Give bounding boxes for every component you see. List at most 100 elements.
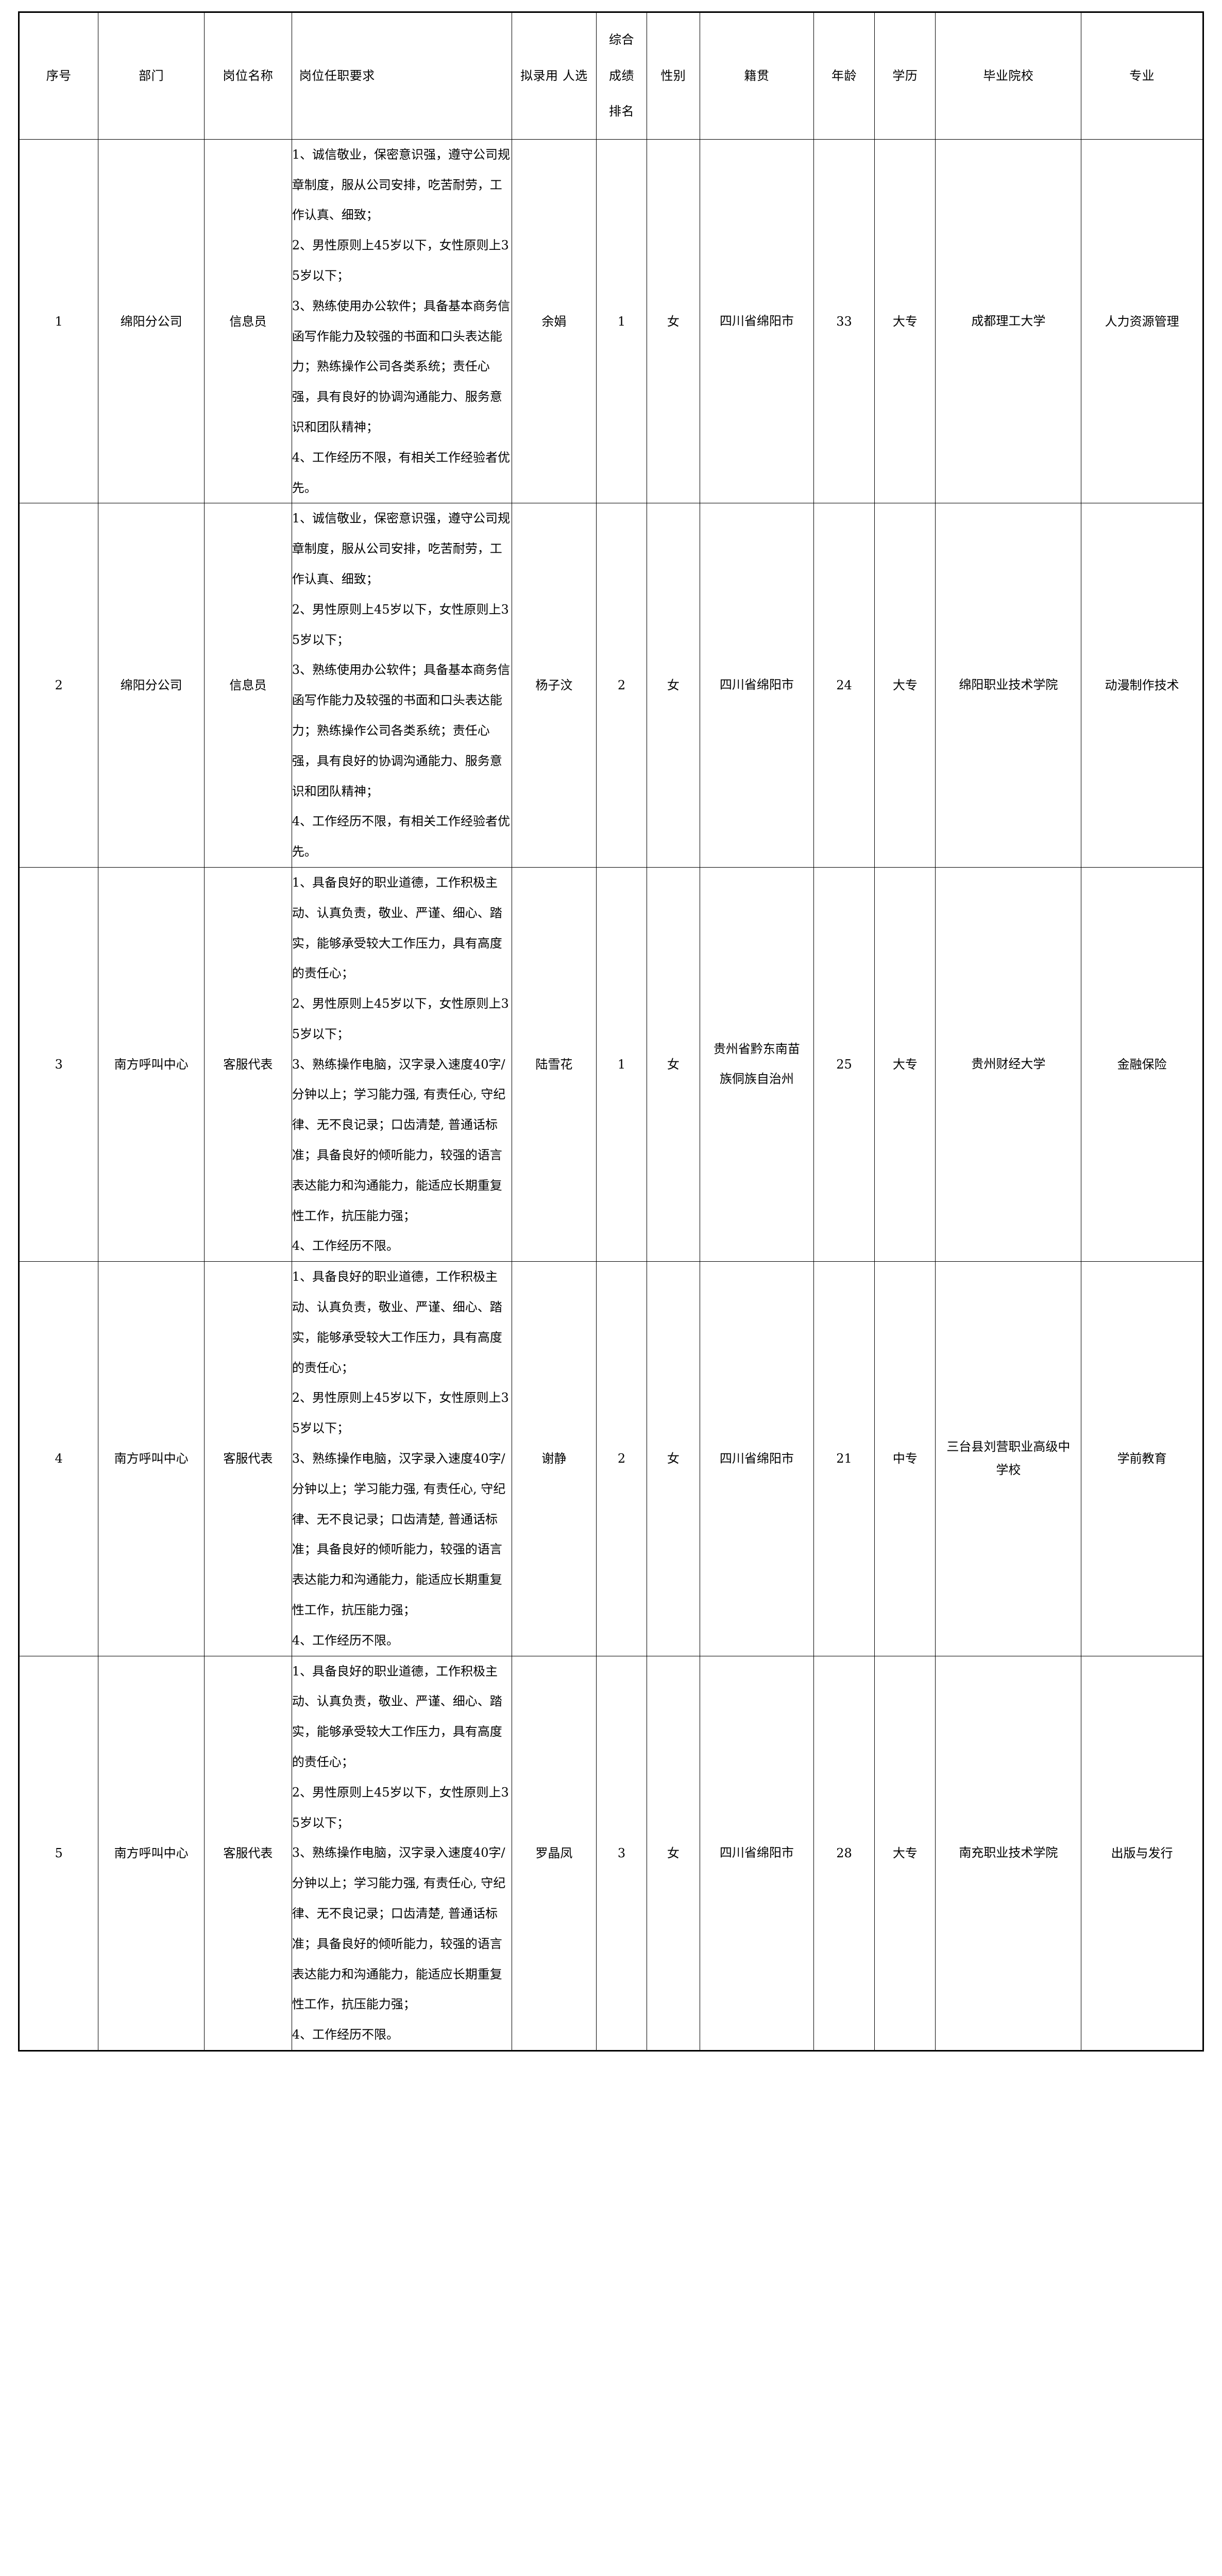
row-native-place: 贵州省黔东南苗族侗族自治州 <box>699 867 814 1262</box>
requirement-line: 4、工作经历不限。 <box>292 2027 399 2042</box>
row-education: 大专 <box>874 867 936 1262</box>
column-header-candidate: 拟录用 人选 <box>511 12 597 140</box>
requirement-line: 1、诚信敬业，保密意识强，遵守公司规章制度，服从公司安排，吃苦耐劳，工作认真、细… <box>292 511 510 586</box>
requirement-line: 4、工作经历不限。 <box>292 1633 399 1648</box>
requirement-line: 2、男性原则上45岁以下，女性原则上35岁以下； <box>292 996 509 1041</box>
column-header-post: 岗位名称 <box>204 12 292 140</box>
requirement-line: 1、具备良好的职业道德，工作积极主动、认真负责，敬业、严谨、细心、踏实，能够承受… <box>292 1664 502 1770</box>
column-header-rank: 综合 成绩 排名 <box>596 12 647 140</box>
requirement-line: 2、男性原则上45岁以下，女性原则上35岁以下； <box>292 602 509 647</box>
row-requirements: 1、具备良好的职业道德，工作积极主动、认真负责，敬业、严谨、细心、踏实，能够承受… <box>291 1655 512 2051</box>
table-row: 4 南方呼叫中心 客服代表 1、具备良好的职业道德，工作积极主动、认真负责，敬业、严谨… <box>18 1261 1203 1656</box>
table-body: 1 绵阳分公司 信息员 1、诚信敬业，保密意识强，遵守公司规章制度，服从公司安排，吃苦… <box>18 139 1203 2051</box>
row-major: 学前教育 <box>1081 1261 1203 1656</box>
row-major: 动漫制作技术 <box>1081 503 1203 868</box>
row-age: 33 <box>813 139 875 504</box>
row-rank: 3 <box>596 1655 647 2051</box>
row-native-place: 四川省绵阳市 <box>699 1261 814 1656</box>
row-major: 金融保险 <box>1081 867 1203 1262</box>
row-native-place: 四川省绵阳市 <box>699 139 814 504</box>
recruitment-table: 序号 部门 岗位名称 岗位任职要求 拟录用 人选 综合 成绩 排名 性别 籍贯 … <box>18 11 1204 2052</box>
row-school: 三台县刘营职业高级中学校 <box>935 1261 1082 1656</box>
row-post: 信息员 <box>204 139 292 504</box>
column-header-gender: 性别 <box>646 12 700 140</box>
row-school: 绵阳职业技术学院 <box>935 503 1082 868</box>
column-header-education: 学历 <box>874 12 936 140</box>
row-department: 南方呼叫中心 <box>98 867 205 1262</box>
requirement-line: 4、工作经历不限。 <box>292 1239 399 1253</box>
row-age: 21 <box>813 1261 875 1656</box>
row-age: 28 <box>813 1655 875 2051</box>
row-candidate-name: 罗晶凤 <box>511 1655 597 2051</box>
row-rank: 1 <box>596 139 647 504</box>
row-education: 大专 <box>874 1655 936 2051</box>
row-requirements: 1、诚信敬业，保密意识强，遵守公司规章制度，服从公司安排，吃苦耐劳，工作认真、细… <box>291 139 512 504</box>
row-department: 绵阳分公司 <box>98 139 205 504</box>
rank-header-line1: 综合 <box>609 32 635 47</box>
column-header-native-place: 籍贯 <box>699 12 814 140</box>
row-rank: 2 <box>596 1261 647 1656</box>
table-row: 3 南方呼叫中心 客服代表 1、具备良好的职业道德，工作积极主动、认真负责，敬业、严谨… <box>18 867 1203 1262</box>
row-post: 客服代表 <box>204 867 292 1262</box>
row-index: 1 <box>18 139 99 504</box>
row-gender: 女 <box>646 1655 700 2051</box>
column-header-age: 年龄 <box>813 12 875 140</box>
row-candidate-name: 余娟 <box>511 139 597 504</box>
requirement-line: 1、具备良好的职业道德，工作积极主动、认真负责，敬业、严谨、细心、踏实，能够承受… <box>292 1269 502 1375</box>
row-school: 南充职业技术学院 <box>935 1655 1082 2051</box>
row-candidate-name: 陆雪花 <box>511 867 597 1262</box>
row-index: 4 <box>18 1261 99 1656</box>
row-education: 大专 <box>874 503 936 868</box>
row-index: 2 <box>18 503 99 868</box>
row-index: 3 <box>18 867 99 1262</box>
row-gender: 女 <box>646 1261 700 1656</box>
row-rank: 2 <box>596 503 647 868</box>
row-index: 5 <box>18 1655 99 2051</box>
row-post: 信息员 <box>204 503 292 868</box>
row-candidate-name: 杨子汶 <box>511 503 597 868</box>
requirement-line: 2、男性原则上45岁以下，女性原则上35岁以下； <box>292 238 509 283</box>
column-header-department: 部门 <box>98 12 205 140</box>
row-requirements: 1、具备良好的职业道德，工作积极主动、认真负责，敬业、严谨、细心、踏实，能够承受… <box>291 867 512 1262</box>
row-native-place: 四川省绵阳市 <box>699 503 814 868</box>
table-header: 序号 部门 岗位名称 岗位任职要求 拟录用 人选 综合 成绩 排名 性别 籍贯 … <box>18 12 1203 140</box>
requirement-line: 4、工作经历不限，有相关工作经验者优先。 <box>292 814 510 859</box>
row-native-place: 四川省绵阳市 <box>699 1655 814 2051</box>
column-header-index: 序号 <box>18 12 99 140</box>
rank-header-line3: 排名 <box>609 104 635 119</box>
row-post: 客服代表 <box>204 1655 292 2051</box>
requirement-line: 3、熟练操作电脑，汉字录入速度40字/分钟以上；学习能力强, 有责任心, 守纪律… <box>292 1845 506 2012</box>
row-gender: 女 <box>646 867 700 1262</box>
row-education: 中专 <box>874 1261 936 1656</box>
requirement-line: 3、熟练使用办公软件；具备基本商务信函写作能力及较强的书面和口头表达能力；熟练操… <box>292 663 510 799</box>
row-education: 大专 <box>874 139 936 504</box>
rank-header-line2: 成绩 <box>609 68 635 83</box>
row-post: 客服代表 <box>204 1261 292 1656</box>
row-age: 25 <box>813 867 875 1262</box>
row-department: 绵阳分公司 <box>98 503 205 868</box>
row-rank: 1 <box>596 867 647 1262</box>
row-school: 成都理工大学 <box>935 139 1082 504</box>
row-age: 24 <box>813 503 875 868</box>
row-gender: 女 <box>646 139 700 504</box>
requirement-line: 2、男性原则上45岁以下，女性原则上35岁以下； <box>292 1391 509 1436</box>
table-row: 2 绵阳分公司 信息员 1、诚信敬业，保密意识强，遵守公司规章制度，服从公司安排，吃苦… <box>18 503 1203 868</box>
requirement-line: 3、熟练使用办公软件；具备基本商务信函写作能力及较强的书面和口头表达能力；熟练操… <box>292 298 510 434</box>
row-school: 贵州财经大学 <box>935 867 1082 1262</box>
requirement-line: 1、具备良好的职业道德，工作积极主动、认真负责，敬业、严谨、细心、踏实，能够承受… <box>292 875 502 981</box>
column-header-requirements: 岗位任职要求 <box>291 12 512 140</box>
header-row: 序号 部门 岗位名称 岗位任职要求 拟录用 人选 综合 成绩 排名 性别 籍贯 … <box>18 12 1203 140</box>
requirement-line: 1、诚信敬业，保密意识强，遵守公司规章制度，服从公司安排，吃苦耐劳，工作认真、细… <box>292 147 510 223</box>
row-department: 南方呼叫中心 <box>98 1261 205 1656</box>
column-header-school: 毕业院校 <box>935 12 1082 140</box>
column-header-major: 专业 <box>1081 12 1203 140</box>
row-department: 南方呼叫中心 <box>98 1655 205 2051</box>
row-requirements: 1、具备良好的职业道德，工作积极主动、认真负责，敬业、严谨、细心、踏实，能够承受… <box>291 1261 512 1656</box>
requirement-line: 3、熟练操作电脑，汉字录入速度40字/分钟以上；学习能力强, 有责任心, 守纪律… <box>292 1451 506 1618</box>
table-row: 5 南方呼叫中心 客服代表 1、具备良好的职业道德，工作积极主动、认真负责，敬业、严谨… <box>18 1655 1203 2051</box>
row-major: 出版与发行 <box>1081 1655 1203 2051</box>
row-requirements: 1、诚信敬业，保密意识强，遵守公司规章制度，服从公司安排，吃苦耐劳，工作认真、细… <box>291 503 512 868</box>
row-major: 人力资源管理 <box>1081 139 1203 504</box>
table-row: 1 绵阳分公司 信息员 1、诚信敬业，保密意识强，遵守公司规章制度，服从公司安排，吃苦… <box>18 139 1203 504</box>
